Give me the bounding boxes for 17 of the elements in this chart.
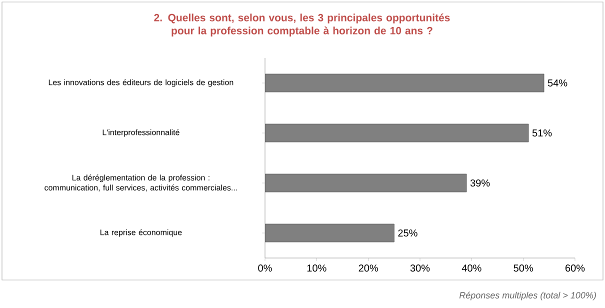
y-tick-label: Les innovations des éditeurs de logiciels de gestion <box>48 79 234 87</box>
data-label: 39% <box>470 179 490 187</box>
chart-title: 2. Quelles sont, selon vous, les 3 principales opportunités pour la profession comptable à horizon de 10 ans ? <box>154 14 450 36</box>
x-tick-label: 20% <box>358 264 378 272</box>
y-tick-label: L'interprofessionnalité <box>102 129 180 137</box>
data-label: 25% <box>398 229 418 237</box>
text: Réponses multiples (total > 100%) <box>459 292 596 300</box>
x-tick-label: 60% <box>565 264 585 272</box>
data-label: 51% <box>532 129 552 137</box>
x-tick-label: 0% <box>258 264 272 272</box>
data-label: 54% <box>548 79 568 87</box>
x-tick-label: 30% <box>410 264 430 272</box>
x-tick-label: 50% <box>514 264 533 272</box>
x-tick-label: 40% <box>462 264 482 272</box>
x-tick-label: 10% <box>307 264 326 272</box>
y-tick-label: La déréglementation de la profession : communication, full services, activités commerciales... <box>44 174 237 192</box>
y-tick-label: La reprise économique <box>100 229 182 237</box>
